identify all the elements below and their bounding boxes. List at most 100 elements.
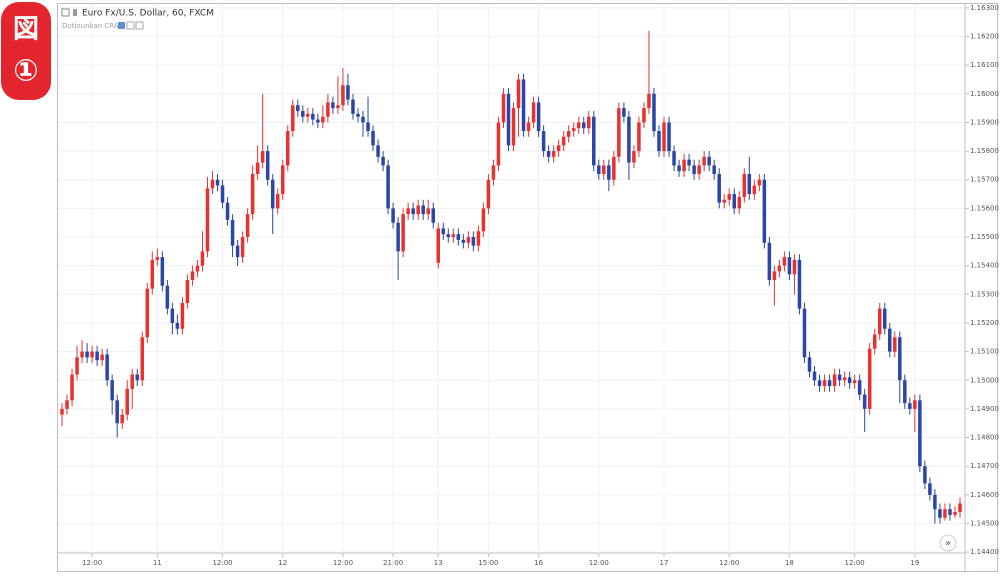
- candle-body: [622, 108, 626, 117]
- candle-body: [807, 357, 812, 372]
- candle-body: [461, 239, 466, 243]
- candle-body: [190, 271, 195, 281]
- candle-body: [877, 308, 882, 335]
- candle-body: [150, 259, 155, 289]
- candle-body: [130, 374, 134, 389]
- x-tick-label: 18: [785, 559, 794, 567]
- candle-body: [953, 512, 957, 515]
- x-tick-label: 12:00: [82, 559, 102, 567]
- candle-body: [672, 151, 676, 166]
- indicator-icon[interactable]: [118, 22, 125, 29]
- candle-body: [240, 237, 245, 258]
- candle-body: [466, 237, 471, 243]
- candle-body: [105, 354, 109, 381]
- candle-body: [702, 156, 706, 166]
- candle-body: [812, 371, 817, 381]
- candle-body: [220, 185, 225, 203]
- y-tick-label: 1.16200: [970, 33, 999, 41]
- candle-body: [381, 156, 385, 166]
- x-tick-label: 12:00: [589, 559, 609, 567]
- candle-body: [175, 322, 180, 329]
- candle-body: [822, 380, 827, 386]
- candle-body: [501, 93, 506, 123]
- candle-body: [366, 122, 370, 132]
- y-tick-label: 1.15200: [970, 319, 999, 327]
- candle-body: [516, 79, 521, 109]
- candle-body: [857, 380, 862, 395]
- candle-body: [185, 280, 190, 303]
- candle-body: [692, 165, 696, 175]
- candle-body: [536, 102, 541, 132]
- candle-body: [551, 151, 556, 157]
- candle-body: [732, 194, 737, 209]
- candle-body: [376, 145, 380, 157]
- candle-body: [411, 208, 415, 215]
- candle-body: [275, 194, 280, 209]
- candle-body: [832, 374, 837, 386]
- y-tick-label: 1.16000: [970, 90, 999, 98]
- y-tick-label: 1.16100: [970, 61, 999, 69]
- candle-body: [893, 337, 897, 352]
- indicator-icon[interactable]: [126, 21, 135, 30]
- candle-body: [918, 400, 922, 467]
- candle-body: [943, 509, 947, 518]
- candle-body: [135, 374, 140, 381]
- x-tick-label: 16: [534, 559, 543, 567]
- candle-body: [717, 174, 721, 203]
- scroll-button-label[interactable]: »: [945, 538, 951, 549]
- candle-body: [306, 113, 310, 117]
- candle-body: [627, 116, 631, 163]
- indicator-icon[interactable]: [135, 21, 144, 30]
- badge-text: ①: [13, 54, 38, 89]
- candle-body: [346, 85, 350, 100]
- candle-body: [817, 380, 822, 386]
- collapse-icon[interactable]: [61, 8, 70, 17]
- y-tick-label: 1.14600: [970, 491, 999, 499]
- candle-body: [827, 380, 832, 386]
- candle-body: [652, 93, 656, 132]
- candle-body: [200, 251, 205, 266]
- candle-body: [401, 214, 405, 252]
- candle-body: [852, 380, 857, 384]
- candle-body: [436, 228, 441, 263]
- candle-body: [923, 466, 927, 484]
- candle-body: [933, 494, 937, 510]
- scroll-button[interactable]: [939, 534, 957, 552]
- candle-body: [170, 308, 175, 323]
- candle-body: [667, 122, 671, 152]
- y-tick-label: 1.14500: [970, 519, 999, 527]
- candle-body: [903, 380, 907, 404]
- y-tick-label: 1.14700: [970, 462, 999, 470]
- candle-body: [521, 79, 526, 132]
- y-tick-label: 1.16300: [970, 4, 999, 12]
- candle-body: [948, 509, 952, 515]
- candle-body: [576, 122, 581, 129]
- candle-body: [687, 159, 691, 166]
- candle-body: [70, 374, 74, 401]
- candle-body: [100, 354, 104, 361]
- candle-body: [235, 245, 240, 258]
- x-tick-label: 12:00: [719, 559, 739, 567]
- x-tick-label: 19: [910, 559, 919, 567]
- candle-body: [285, 131, 290, 166]
- candle-body: [250, 174, 255, 215]
- candle-body: [125, 388, 129, 415]
- candle-body: [301, 110, 305, 117]
- y-tick-label: 1.14900: [970, 405, 999, 413]
- candle-body: [296, 105, 300, 111]
- candle-body: [712, 165, 716, 175]
- candle-body: [546, 151, 551, 157]
- y-tick-label: 1.15400: [970, 262, 999, 270]
- candle-body: [351, 99, 355, 114]
- candle-body: [280, 165, 285, 195]
- chart-title: Euro Fx/U.S. Dollar, 60, FXCM: [82, 9, 214, 19]
- candle-body: [662, 122, 666, 152]
- candle-body: [592, 116, 596, 166]
- candle-body: [847, 377, 852, 384]
- candle-body: [431, 208, 435, 223]
- badge: [1, 2, 51, 100]
- candle-body: [782, 257, 787, 266]
- candle-body: [326, 102, 330, 117]
- x-tick-label: 12:00: [212, 559, 232, 567]
